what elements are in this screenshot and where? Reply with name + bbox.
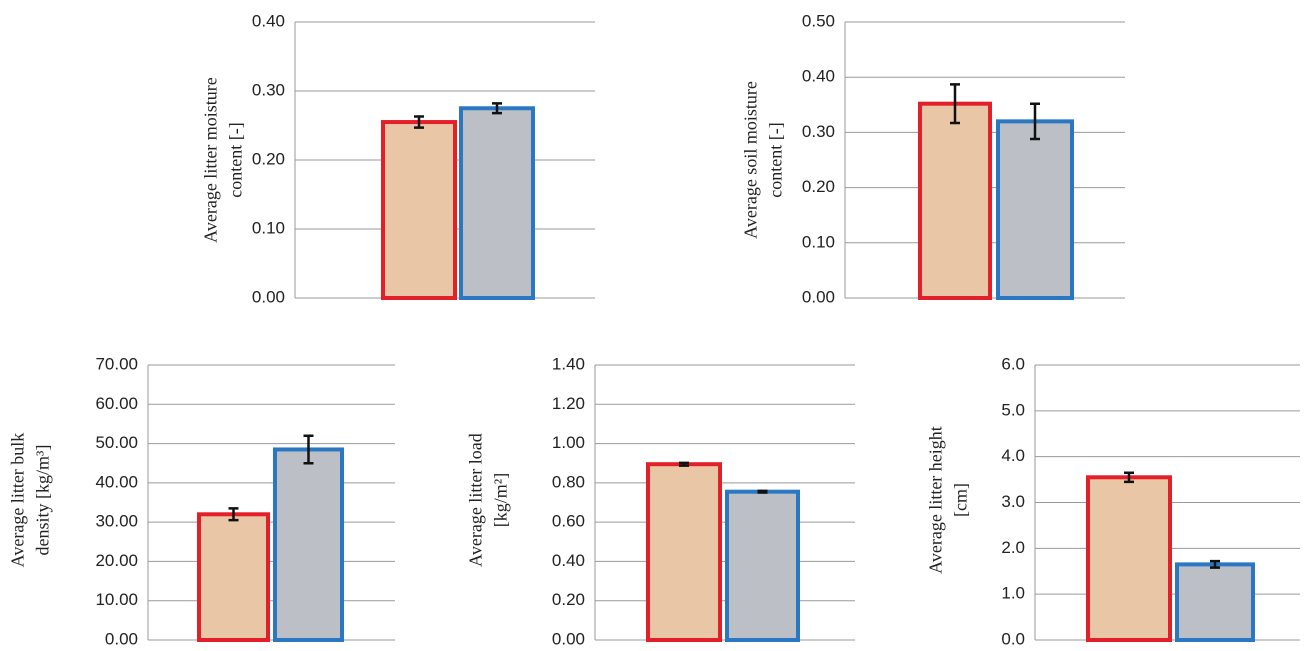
- y-tick-label: 0.20: [252, 149, 285, 168]
- page: 0.00 0.10 0.20 0.30 0.40 Average litter moist…: [0, 0, 1311, 651]
- y-axis-label: Average litter load: [466, 433, 486, 567]
- y-tick-label: 6.0: [1001, 354, 1025, 373]
- error-bar: [758, 491, 768, 493]
- y-tick-label: 0.30: [252, 80, 285, 99]
- y-tick-label: 1.00: [552, 433, 585, 452]
- bar: [998, 121, 1072, 298]
- y-tick-label: 30.00: [95, 512, 138, 531]
- y-tick-label: 5.0: [1001, 400, 1025, 419]
- y-tick-label: 0.40: [552, 551, 585, 570]
- y-tick-label: 50.00: [95, 433, 138, 452]
- y-tick-label: 0.20: [552, 590, 585, 609]
- y-tick-label: 1.0: [1001, 584, 1025, 603]
- bar: [727, 492, 798, 640]
- y-axis-label: [cm]: [951, 483, 971, 517]
- y-tick-label: 2.0: [1001, 538, 1025, 557]
- y-tick-label: 0.40: [252, 11, 285, 30]
- y-tick-label: 60.00: [95, 394, 138, 413]
- y-tick-label: 20.00: [95, 551, 138, 570]
- y-axis-label: Average litter moisture: [201, 77, 221, 243]
- y-tick-label: 40.00: [95, 472, 138, 491]
- y-tick-label: 0.10: [252, 218, 285, 237]
- y-tick-label: 0.60: [552, 512, 585, 531]
- y-axis-label: Average litter bulk: [8, 433, 28, 568]
- y-tick-label: 0.00: [552, 629, 585, 648]
- bar: [199, 514, 268, 640]
- bar: [383, 122, 455, 298]
- y-tick-label: 0.20: [802, 177, 835, 196]
- y-axis-label: content [-]: [766, 122, 786, 197]
- y-axis-label: Average litter height: [926, 426, 946, 574]
- bar: [648, 464, 720, 640]
- y-tick-label: 0.00: [802, 287, 835, 306]
- y-tick-label: 0.40: [802, 67, 835, 86]
- y-tick-label: 4.0: [1001, 446, 1025, 465]
- bar: [920, 104, 990, 298]
- y-axis-label: content [-]: [226, 122, 246, 197]
- bar: [275, 449, 342, 640]
- y-tick-label: 1.20: [552, 394, 585, 413]
- y-tick-label: 0.30: [802, 122, 835, 141]
- y-tick-label: 0.10: [802, 232, 835, 251]
- y-axis-label: density [kg/m³]: [33, 445, 53, 556]
- y-axis-label: [kg/m²]: [491, 473, 511, 527]
- y-tick-label: 3.0: [1001, 492, 1025, 511]
- y-axis-label: Average soil moisture: [741, 81, 761, 239]
- y-tick-label: 0.80: [552, 472, 585, 491]
- bar: [1088, 477, 1170, 640]
- figure: 0.00 0.10 0.20 0.30 0.40 Average litter moist…: [0, 0, 1311, 651]
- bar: [461, 108, 533, 298]
- y-tick-label: 1.40: [552, 354, 585, 373]
- bar: [1177, 564, 1253, 640]
- y-tick-label: 10.00: [95, 590, 138, 609]
- y-tick-label: 70.00: [95, 354, 138, 373]
- y-tick-label: 0.0: [1001, 629, 1025, 648]
- y-tick-label: 0.50: [802, 11, 835, 30]
- y-tick-label: 0.00: [252, 287, 285, 306]
- y-tick-label: 0.00: [105, 629, 138, 648]
